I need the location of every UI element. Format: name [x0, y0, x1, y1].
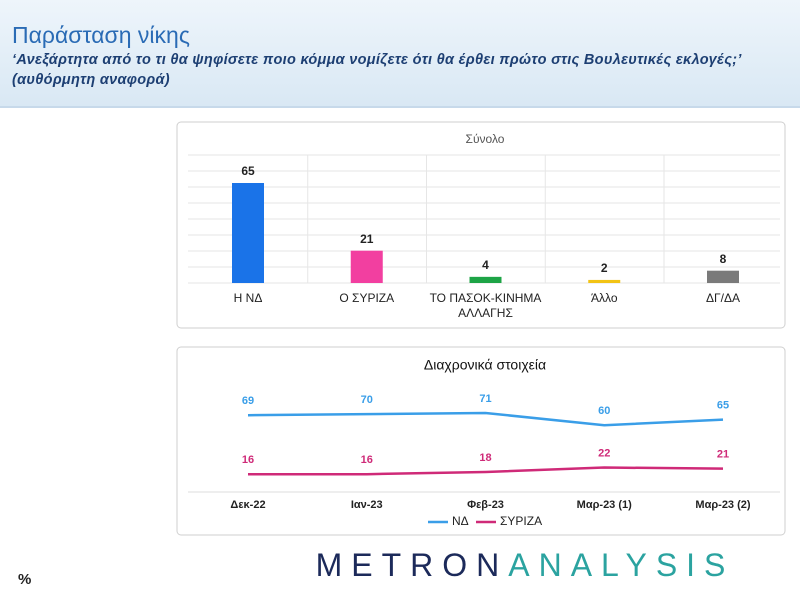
x-tick-label: Φεβ-23 [467, 499, 504, 511]
value-label: 2 [601, 261, 608, 275]
unit: % [18, 571, 31, 588]
x-tick-label: Η ΝΔ [233, 291, 263, 305]
bar [707, 270, 739, 283]
x-tick-label: Ο ΣΥΡΙΖΑ [339, 291, 395, 305]
logo-part: ANALYSIS [508, 547, 734, 583]
header-band [0, 0, 800, 108]
value-label: 8 [720, 252, 727, 266]
bar-panel [176, 121, 786, 329]
logo: METRONANALYSIS [316, 547, 735, 583]
x-tick-label: Δεκ-22 [230, 499, 265, 511]
x-tick-label: Ιαν-23 [351, 499, 383, 511]
logo-part: METRON [316, 547, 509, 583]
value-label: 16 [242, 454, 254, 466]
line [248, 466, 724, 476]
value-label: 69 [242, 395, 254, 407]
x-tick-label: ΤΟ ΠΑΣΟΚ-ΚΙΝΗΜΑ ΑΛΛΑΓΗΣ [429, 291, 542, 320]
value-label: 65 [241, 164, 255, 178]
value-label: 22 [598, 447, 610, 459]
value-label: 70 [361, 394, 373, 406]
slide-title: Παράσταση νίκης [12, 22, 190, 48]
value-label: 21 [717, 449, 729, 461]
bar [588, 279, 621, 283]
legend-label: ΝΔ [452, 514, 469, 528]
bar [350, 250, 383, 283]
legend-label: ΣΥΡΙΖΑ [500, 514, 542, 528]
x-tick-label: Μαρ-23 (2) [695, 499, 750, 511]
value-label: 71 [479, 393, 491, 405]
line-panel [176, 346, 786, 536]
chart-title: Διαχρονικά στοιχεία [424, 357, 546, 373]
bar [469, 276, 502, 283]
line [247, 411, 724, 427]
value-label: 4 [482, 258, 489, 272]
value-label: 21 [360, 232, 374, 246]
bar [232, 183, 264, 283]
x-tick-label: ΔΓ/ΔΑ [706, 291, 740, 305]
x-tick-label: Μαρ-23 (1) [577, 499, 632, 511]
value-label: 65 [717, 400, 729, 412]
value-label: 60 [598, 405, 610, 417]
x-tick-label: Άλλο [590, 291, 618, 305]
value-label: 18 [479, 452, 491, 464]
chart-title: Σύνολο [466, 132, 505, 146]
value-label: 16 [361, 454, 373, 466]
slide-subtitle: ‘Ανεξάρτητα από το τι θα ψηφίσετε ποιο κ… [12, 52, 742, 88]
